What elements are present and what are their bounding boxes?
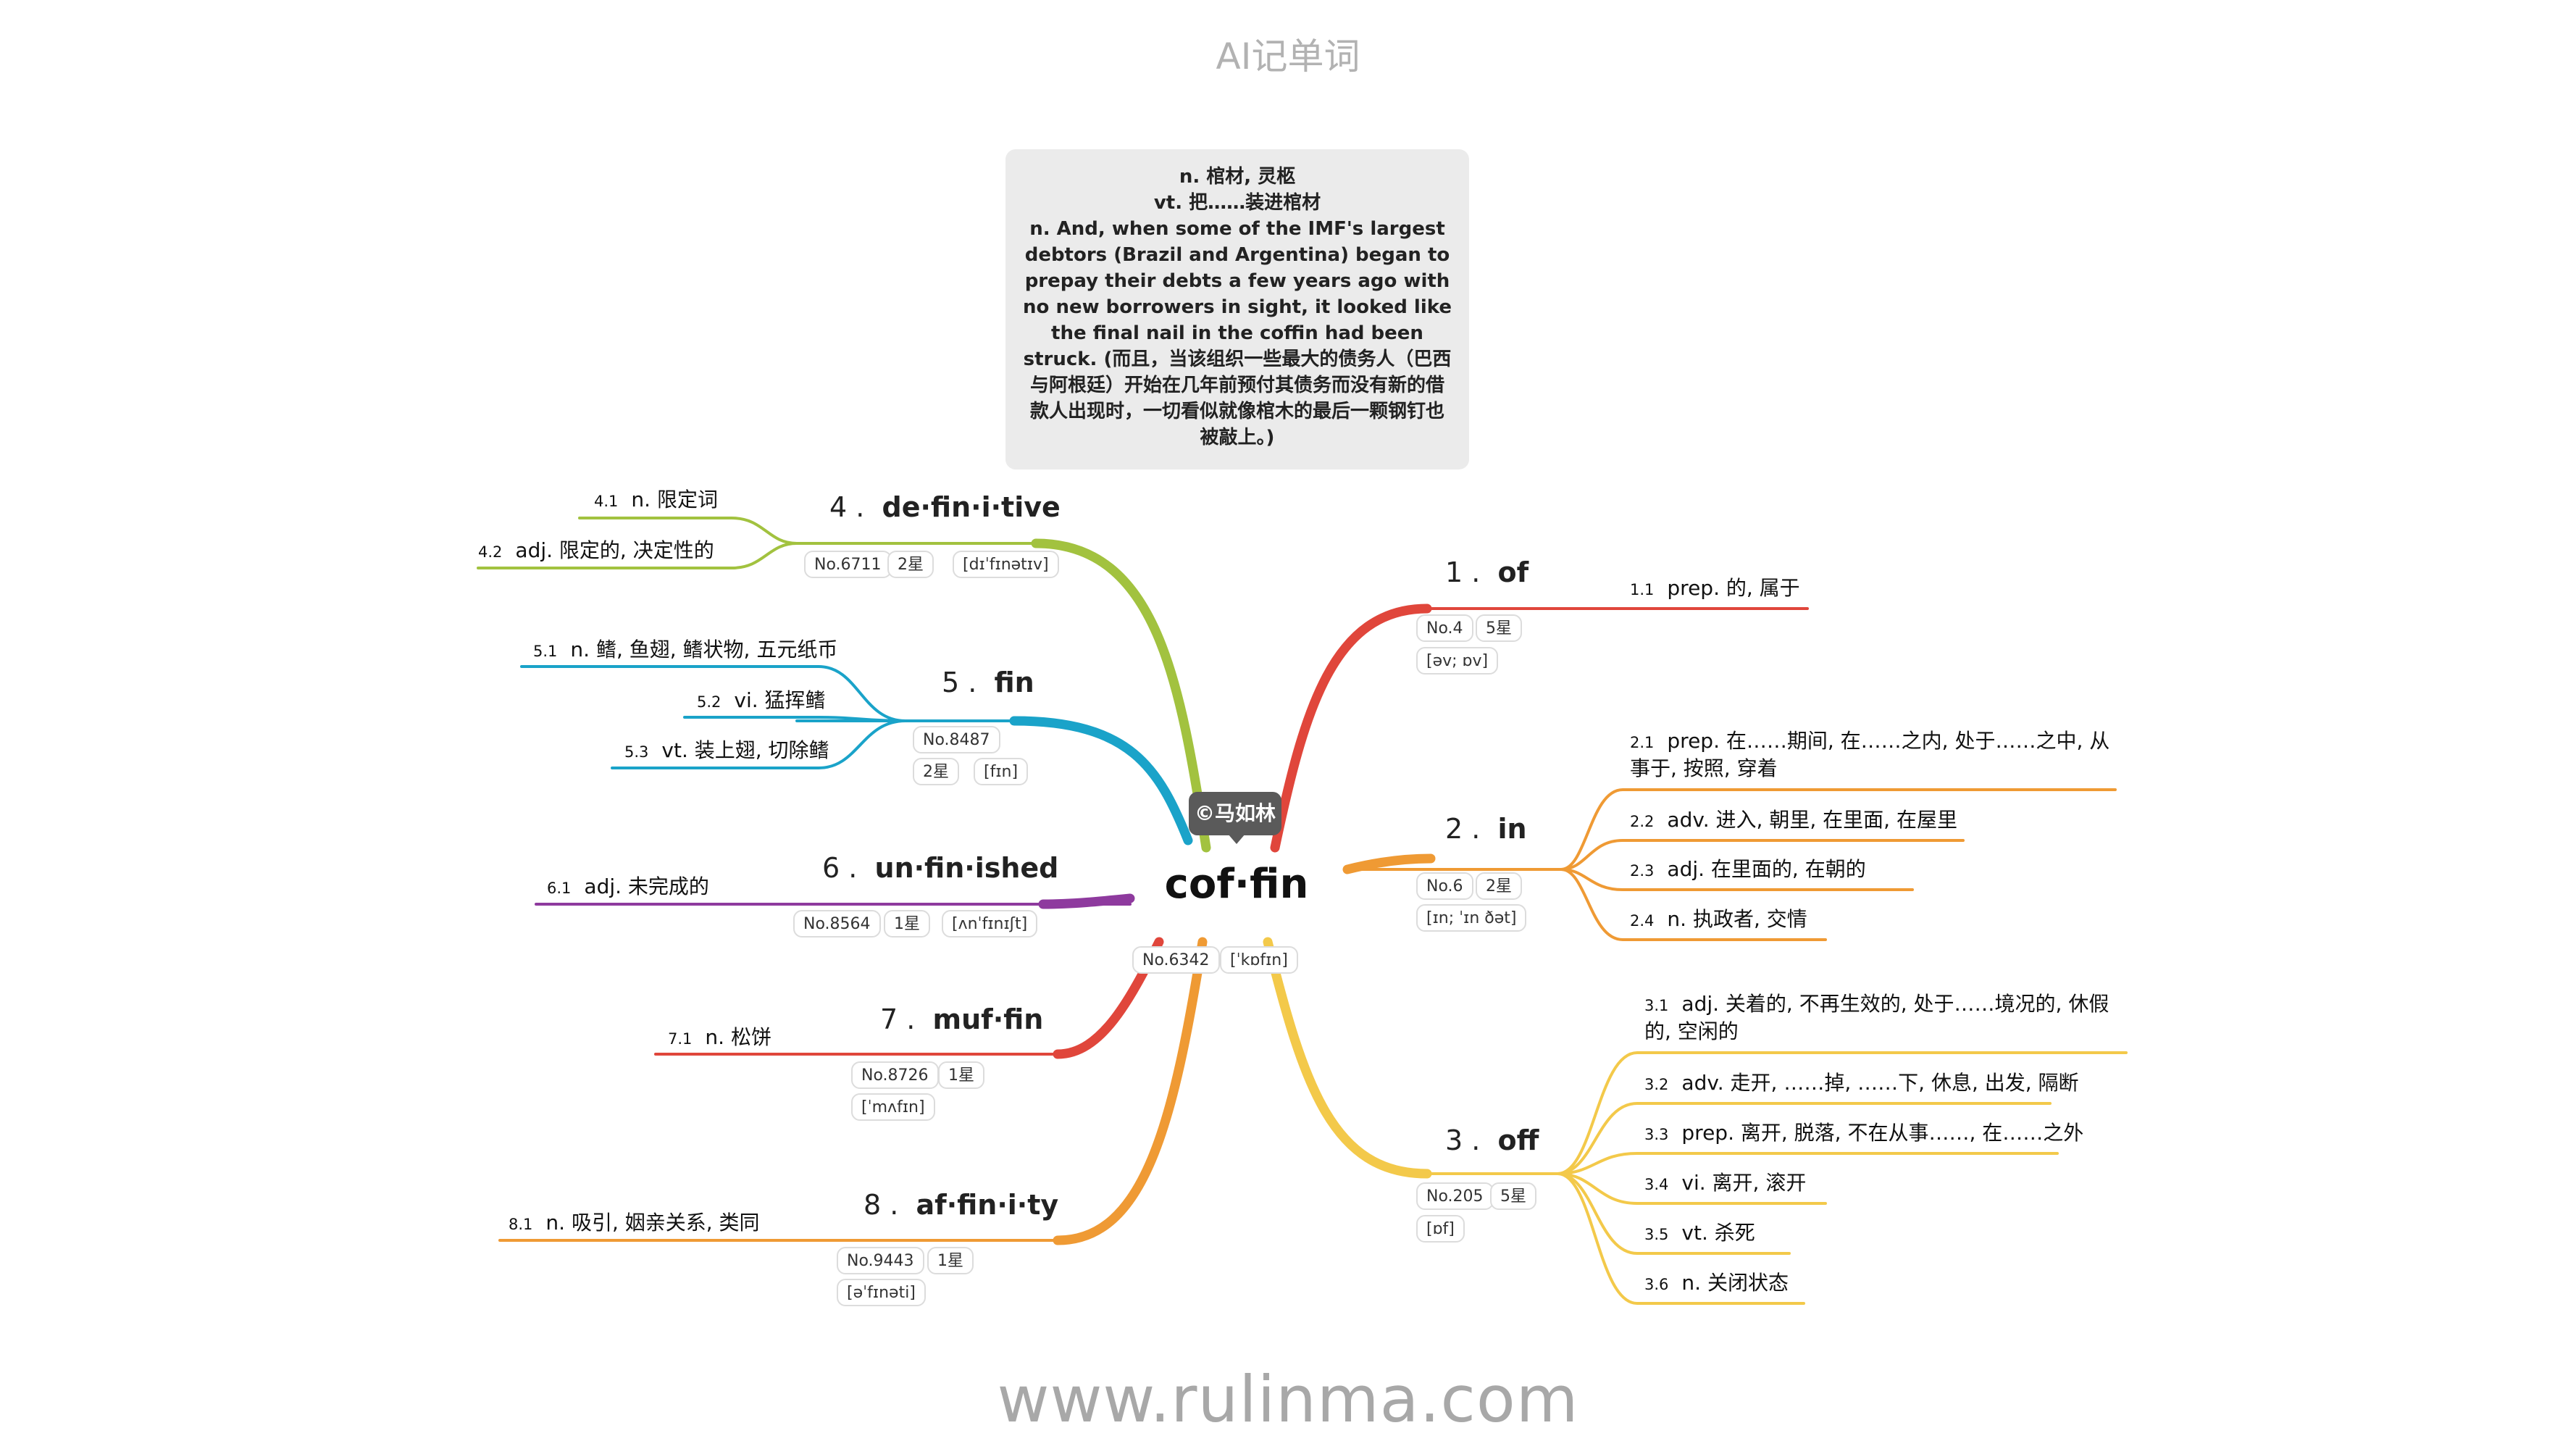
branch-word-off[interactable]: 3 . off <box>1445 1124 1539 1156</box>
link-affinity <box>1053 937 1208 1245</box>
chip-rank-off: No.205 <box>1416 1182 1494 1210</box>
branch-word-definitive[interactable]: 4 . de·fin·i·tive <box>829 491 1061 523</box>
meaning-3-2: 3.2 adv. 走开, ……掉, ……下, 休息, 出发, 隔断 <box>1644 1071 2079 1095</box>
chip-phonetic-definitive: [dɪˈfɪnətɪv] <box>953 551 1059 578</box>
chip-phonetic-off: [ɒf] <box>1416 1215 1465 1243</box>
definition-note: n. 棺材, 灵柩 vt. 把……装进棺材 n. And, when some … <box>1005 149 1469 469</box>
chip-phonetic-affinity: [əˈfɪnəti] <box>837 1279 926 1306</box>
meaning-3-4: 3.4 vi. 离开, 滚开 <box>1644 1171 1807 1195</box>
meaning-5-3: 5.3 vt. 装上翅, 切除鳍 <box>624 738 829 762</box>
branch-word-in[interactable]: 2 . in <box>1445 813 1527 845</box>
chip-rank-fin: No.8487 <box>913 726 1000 753</box>
note-line-example: n. And, when some of the IMF's largest d… <box>1023 218 1452 448</box>
app-title: AI记单词 <box>1216 36 1360 78</box>
meaning-4-1: 4.1 n. 限定词 <box>594 488 718 511</box>
meaning-2-1: 2.1 prep. 在……期间, 在……之内, 处于……之中, 从事于, 按照, … <box>1630 729 2110 780</box>
chip-rank-affinity: No.9443 <box>837 1247 924 1274</box>
chip-rank-unfinished: No.8564 <box>793 910 881 938</box>
author-badge-pointer <box>1228 834 1245 844</box>
link-off <box>1263 937 1432 1179</box>
chip-phonetic-in: [ɪn; ˈɪn ðət] <box>1416 904 1527 932</box>
central-word[interactable]: cof·fin <box>1164 861 1309 908</box>
meaning-3-3: 3.3 prep. 离开, 脱落, 不在从事……, 在……之外 <box>1644 1121 2084 1145</box>
chip-phonetic-of: [əv; ɒv] <box>1416 647 1499 675</box>
meaning-4-2: 4.2 adj. 限定的, 决定性的 <box>478 538 714 562</box>
central-phonetic-chip: [ˈkɒfɪn] <box>1220 946 1298 974</box>
chip-stars-muffin: 1星 <box>938 1061 984 1089</box>
branch-word-affinity[interactable]: 8 . af·fin·i·ty <box>863 1189 1059 1221</box>
note-line-noun: n. 棺材, 灵柩 <box>1179 166 1296 188</box>
chip-stars-fin: 2星 <box>913 758 959 785</box>
link-in <box>1342 853 1436 874</box>
note-line-verb: vt. 把……装进棺材 <box>1153 192 1321 214</box>
chip-rank-in: No.6 <box>1416 872 1473 900</box>
chip-stars-of: 5星 <box>1476 614 1522 642</box>
central-rank-chip: No.6342 <box>1132 946 1220 974</box>
meaning-3-5: 3.5 vt. 杀死 <box>1644 1221 1755 1245</box>
chip-rank-definitive: No.6711 <box>804 551 892 578</box>
meaning-3-6: 3.6 n. 关闭状态 <box>1644 1271 1789 1295</box>
chip-phonetic-unfinished: [ʌnˈfɪnɪʃt] <box>942 910 1038 938</box>
link-fin <box>1009 716 1193 845</box>
chip-rank-muffin: No.8726 <box>851 1061 939 1089</box>
chip-stars-in: 2星 <box>1476 872 1522 900</box>
branch-word-fin[interactable]: 5 . fin <box>942 667 1034 698</box>
branch-word-muffin[interactable]: 7 . muf·fin <box>880 1003 1044 1035</box>
chip-stars-definitive: 2星 <box>887 551 934 578</box>
meaning-2-2: 2.2 adv. 进入, 朝里, 在里面, 在屋里 <box>1630 808 1957 832</box>
meaning-5-1: 5.1 n. 鳍, 鱼翅, 鳍状物, 五元纸币 <box>533 638 838 661</box>
meaning-6-1: 6.1 adj. 未完成的 <box>547 874 709 898</box>
chip-phonetic-muffin: [ˈmʌfɪn] <box>851 1093 935 1121</box>
meaning-3-1: 3.1 adj. 关着的, 不再生效的, 处于……境况的, 休假的, 空闲的 <box>1644 992 2109 1043</box>
watermark-url: www.rulinma.com <box>997 1362 1579 1437</box>
link-definitive <box>1031 538 1211 853</box>
meaning-1-1: 1.1 prep. 的, 属于 <box>1630 576 1800 600</box>
branch-word-unfinished[interactable]: 6 . un·fin·ished <box>822 852 1059 884</box>
link-of <box>1270 604 1432 853</box>
chip-stars-off: 5星 <box>1490 1182 1536 1210</box>
meaning-7-1: 7.1 n. 松饼 <box>668 1025 771 1049</box>
chip-stars-affinity: 1星 <box>927 1247 974 1274</box>
meaning-2-4: 2.4 n. 执政者, 交情 <box>1630 907 1807 931</box>
chip-stars-unfinished: 1星 <box>884 910 930 938</box>
chip-phonetic-fin: [fɪn] <box>974 758 1029 785</box>
meaning-2-3: 2.3 adj. 在里面的, 在朝的 <box>1630 857 1866 881</box>
author-badge: ©马如林 <box>1189 792 1281 835</box>
meaning-5-2: 5.2 vi. 猛挥鳍 <box>697 688 826 712</box>
branch-word-of[interactable]: 1 . of <box>1445 556 1529 588</box>
chip-rank-of: No.4 <box>1416 614 1473 642</box>
meaning-8-1: 8.1 n. 吸引, 姻亲关系, 类同 <box>509 1211 760 1235</box>
